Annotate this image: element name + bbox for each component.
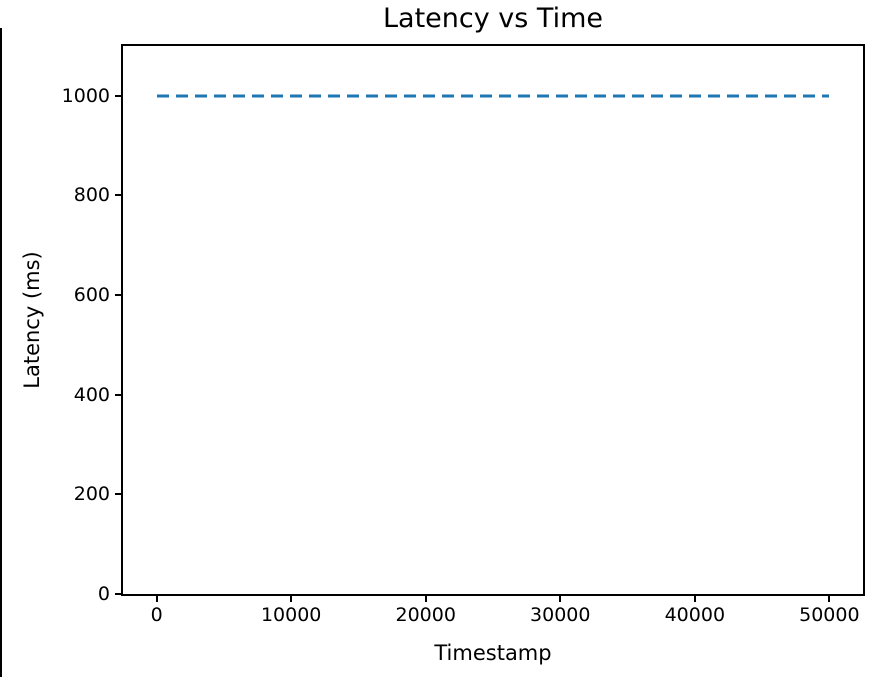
y-tick-mark (115, 194, 123, 197)
x-tick-mark (290, 594, 293, 602)
window-edge-line (0, 28, 2, 677)
y-tick-mark (115, 593, 123, 595)
y-tick-mark (115, 493, 123, 496)
x-tick-mark (559, 594, 562, 602)
y-tick-mark (115, 94, 123, 97)
x-tick-mark (155, 594, 158, 602)
chart-title: Latency vs Time (382, 3, 603, 34)
x-tick-mark (693, 594, 696, 602)
y-tick-label: 0 (97, 583, 110, 605)
x-tick-mark (424, 594, 427, 602)
x-tick-label: 0 (150, 604, 163, 626)
y-tick-label: 1000 (61, 84, 110, 107)
latency-series-line (156, 94, 830, 98)
x-tick-label: 20000 (395, 604, 456, 626)
x-tick-mark (828, 594, 831, 602)
x-tick-label: 50000 (799, 604, 860, 626)
y-tick-mark (115, 393, 123, 396)
x-tick-label: 10000 (260, 604, 322, 626)
y-axis-label: Latency (ms) (20, 251, 44, 389)
x-tick-label: 40000 (664, 604, 726, 626)
y-tick-label: 600 (73, 284, 110, 307)
y-tick-label: 400 (73, 383, 110, 406)
y-tick-mark (115, 294, 123, 297)
y-tick-label: 200 (73, 483, 110, 506)
x-axis-label: Timestamp (434, 641, 552, 665)
x-tick-label: 30000 (530, 604, 591, 626)
y-tick-label: 800 (73, 184, 110, 207)
plot-area: 0 10000 20000 30000 40000 50000 0 200 400 600 800 1… (62, 44, 865, 626)
